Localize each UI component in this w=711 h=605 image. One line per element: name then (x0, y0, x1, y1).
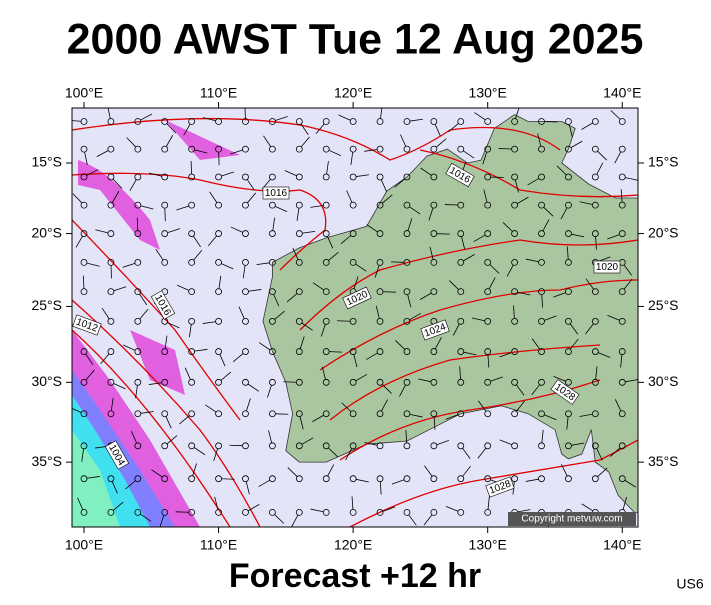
forecast-label: Forecast +12 hr (229, 557, 481, 595)
lon-tick-label: 110°E (200, 537, 237, 553)
lat-tick-label: 30°S (31, 373, 62, 389)
lat-tick-label: 20°S (648, 224, 679, 240)
lat-tick-label: 25°S (31, 297, 62, 313)
lat-tick-label: 30°S (648, 373, 679, 389)
lon-tick-label: 140°E (603, 537, 641, 553)
lon-tick-label: 120°E (334, 537, 372, 553)
lat-tick-label: 15°S (648, 154, 679, 170)
isobar-label: 1016 (263, 187, 289, 199)
isobar-label-text: 1020 (596, 262, 619, 273)
title: 2000 AWST Tue 12 Aug 2025 (67, 15, 644, 63)
lat-tick-label: 25°S (648, 297, 679, 313)
product-code: US6 (676, 576, 703, 592)
lon-tick-label: 100°E (65, 85, 103, 101)
copyright: Copyright metvuw.com (521, 514, 622, 525)
lon-tick-label: 140°E (603, 85, 641, 101)
lat-tick-label: 20°S (31, 224, 62, 240)
lon-tick-label: 120°E (334, 85, 372, 101)
lon-tick-label: 110°E (200, 85, 237, 101)
isobar-label: 1020 (594, 261, 620, 273)
lat-tick-label: 15°S (31, 154, 62, 170)
lon-tick-label: 100°E (65, 537, 103, 553)
isobar-label-text: 1016 (265, 188, 288, 199)
lon-tick-label: 130°E (469, 537, 507, 553)
lat-tick-label: 35°S (648, 453, 679, 469)
lon-tick-label: 130°E (469, 85, 507, 101)
lat-tick-label: 35°S (31, 453, 62, 469)
